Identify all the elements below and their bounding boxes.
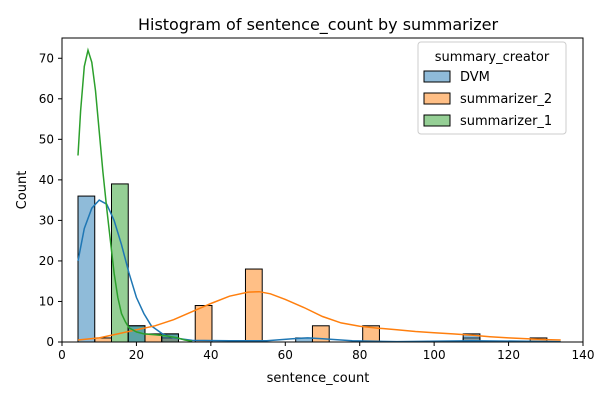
legend-swatch bbox=[423, 70, 451, 83]
kde-line bbox=[77, 290, 561, 341]
y-tick-label: 30 bbox=[39, 213, 54, 227]
y-tick-label: 70 bbox=[39, 51, 54, 65]
x-tick-label: 60 bbox=[278, 348, 293, 362]
y-tick-label: 0 bbox=[46, 335, 54, 349]
y-axis-label: Count bbox=[15, 171, 30, 210]
y-tick-label: 10 bbox=[39, 294, 54, 308]
x-tick-label: 100 bbox=[423, 348, 446, 362]
legend-label: DVM bbox=[460, 70, 490, 85]
x-tick-label: 80 bbox=[352, 348, 367, 362]
x-tick-label: 0 bbox=[58, 348, 66, 362]
y-tick-label: 60 bbox=[39, 92, 54, 106]
x-tick-label: 120 bbox=[497, 348, 520, 362]
legend-box bbox=[417, 41, 567, 135]
x-tick-label: 20 bbox=[129, 348, 144, 362]
kde-line bbox=[77, 199, 561, 343]
axes-frame bbox=[61, 37, 584, 343]
legend-swatch bbox=[423, 92, 451, 105]
histogram-bar bbox=[194, 305, 213, 343]
y-tick-label: 50 bbox=[39, 132, 54, 146]
y-tick-label: 40 bbox=[39, 173, 54, 187]
legend-label: summarizer_2 bbox=[460, 92, 552, 107]
legend-swatch bbox=[423, 114, 451, 127]
chart-title: Histogram of sentence_count by summarize… bbox=[138, 15, 498, 35]
legend-label: summarizer_1 bbox=[460, 114, 552, 129]
x-tick-label: 140 bbox=[572, 348, 595, 362]
plot-area: 0 20 40 60 80 100 120 140 0 10 20 30 40 50 60 70 bbox=[39, 37, 595, 362]
histogram-bar bbox=[244, 268, 263, 343]
x-axis-label: sentence_count bbox=[267, 371, 370, 386]
legend: summary_creator DVM summarizer_2 summarize… bbox=[417, 41, 567, 135]
x-tick-label: 40 bbox=[203, 348, 218, 362]
histogram-bar bbox=[77, 195, 96, 343]
kde-line bbox=[77, 47, 193, 342]
legend-title: summary_creator bbox=[435, 50, 550, 65]
y-tick-label: 20 bbox=[39, 254, 54, 268]
